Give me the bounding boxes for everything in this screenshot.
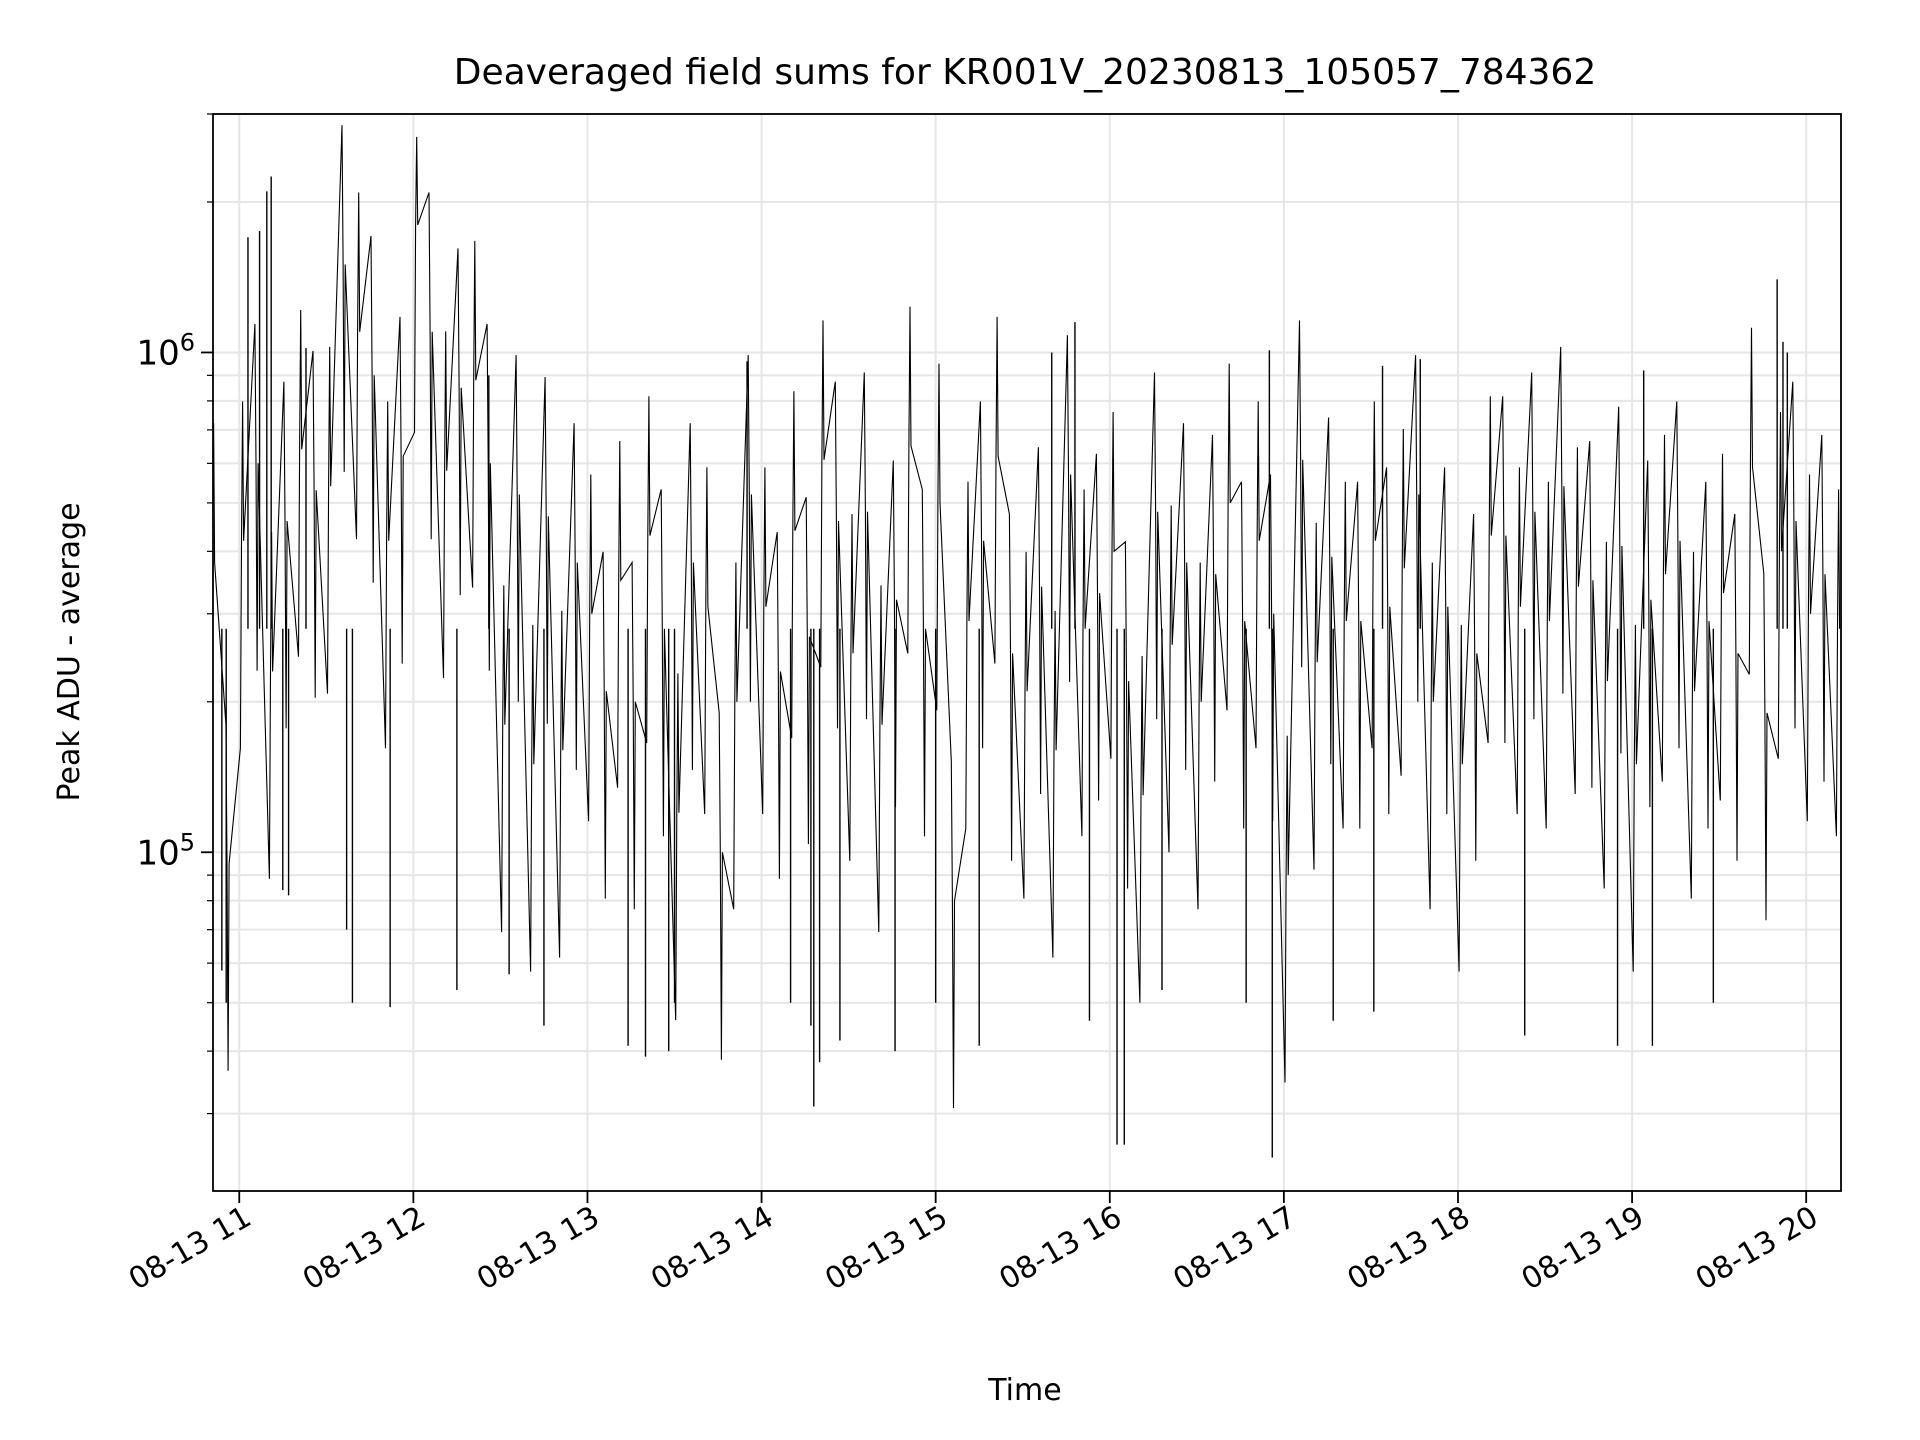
- y-tick-label: 106: [136, 328, 195, 373]
- y-tick-label: 105: [136, 828, 195, 873]
- y-axis-label: Peak ADU - average: [52, 502, 87, 801]
- series-line-path: [213, 125, 1841, 1109]
- series-line: [213, 125, 1841, 1109]
- y-axis: 105 106: [136, 113, 213, 1115]
- x-axis-label: Time: [987, 1373, 1061, 1408]
- chart-title: Deaveraged field sums for KR001V_2023081…: [454, 52, 1597, 93]
- grid: [213, 113, 1841, 1191]
- plot-frame: [212, 113, 1842, 1192]
- series-spikes: [221, 176, 1789, 1158]
